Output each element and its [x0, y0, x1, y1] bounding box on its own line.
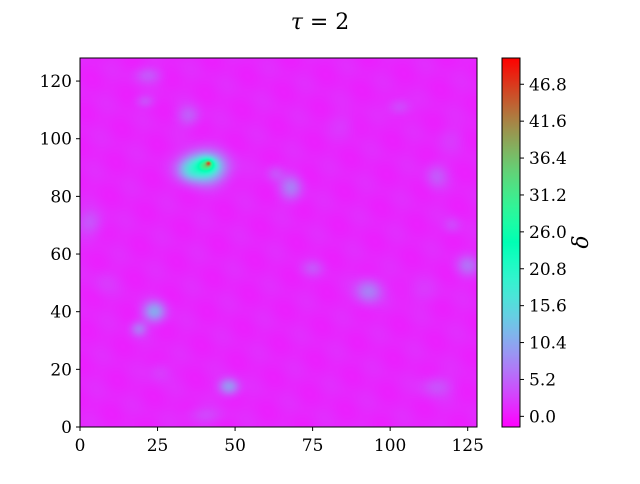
y-tick-label: 100 [40, 130, 72, 150]
colorbar-tick-label: 10.4 [529, 334, 567, 354]
y-axis: 0 20 40 60 80 100 120 [40, 72, 80, 438]
y-tick-label: 40 [50, 303, 72, 323]
chart-title-value: = 2 [303, 10, 349, 35]
colorbar-tick-label: 20.8 [529, 260, 567, 280]
colorbar-tick-label: 26.0 [529, 223, 567, 243]
chart-title-variable: τ [291, 10, 304, 35]
x-axis: 0 25 50 75 100 125 [75, 427, 484, 456]
colorbar: 0.0 5.2 10.4 15.6 20.8 26.0 31.2 36.4 41.6 46.8 δ [501, 57, 594, 428]
colorbar-tick-label: 46.8 [529, 75, 567, 95]
colorbar-tick-label: 5.2 [529, 370, 556, 390]
x-tick-label: 100 [374, 436, 406, 456]
colorbar-tick-label: 36.4 [529, 149, 567, 169]
plot-area [79, 57, 478, 428]
colorbar-label: δ [569, 235, 594, 248]
y-tick-label: 20 [50, 360, 72, 380]
x-tick-label: 25 [147, 436, 169, 456]
x-tick-label: 0 [75, 436, 86, 456]
colorbar-tick-label: 0.0 [529, 407, 556, 427]
colorbar-gradient [502, 58, 520, 427]
x-tick-label: 50 [224, 436, 246, 456]
colorbar-ticks: 0.0 5.2 10.4 15.6 20.8 26.0 31.2 36.4 41.6 46.8 [520, 75, 567, 427]
heatmap-image [80, 58, 477, 427]
x-tick-label: 75 [302, 436, 324, 456]
colorbar-tick-label: 41.6 [529, 112, 567, 132]
plot-frame [79, 57, 478, 428]
y-tick-label: 120 [40, 72, 72, 92]
y-tick-label: 0 [61, 418, 72, 438]
y-tick-label: 80 [50, 187, 72, 207]
colorbar-frame [501, 57, 521, 428]
x-tick-label: 125 [451, 436, 483, 456]
y-tick-label: 60 [50, 245, 72, 265]
colorbar-tick-label: 31.2 [529, 186, 567, 206]
chart-title: τ = 2 [291, 10, 350, 35]
colorbar-tick-label: 15.6 [529, 297, 567, 317]
